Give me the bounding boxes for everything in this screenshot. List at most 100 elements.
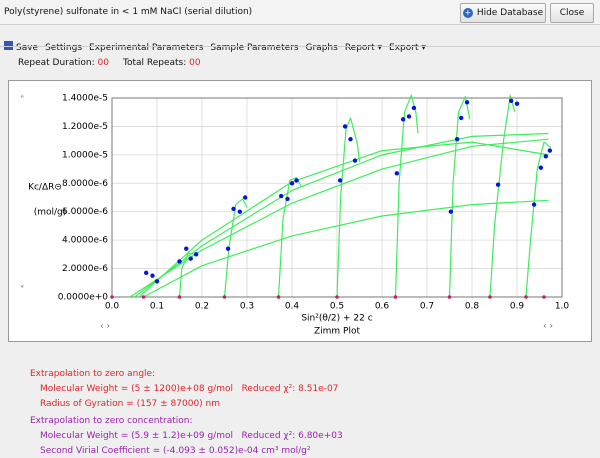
x-tick-label: 0.8 xyxy=(465,302,480,312)
data-point xyxy=(294,178,299,183)
x-axis-label: Sin²(θ/2) + 22 c xyxy=(301,314,372,324)
data-point xyxy=(243,195,248,200)
y-tick-label: 6.0000e-6 xyxy=(62,207,108,217)
x-tick-label: 0.1 xyxy=(150,302,164,312)
result-heading: Extrapolation to zero angle: xyxy=(30,369,156,379)
close-button[interactable]: Close xyxy=(550,3,594,23)
data-point xyxy=(352,158,358,163)
data-point xyxy=(154,279,160,284)
data-point xyxy=(508,98,514,104)
value: 00 xyxy=(97,58,109,68)
data-point xyxy=(448,209,454,214)
y-axis-unit: (mol/g) xyxy=(34,208,67,218)
result-line: Second Virial Coefficient = (-4.093 ± 0.… xyxy=(40,446,311,456)
label: Total Repeats: xyxy=(123,58,187,68)
extrapolated-point xyxy=(110,295,114,299)
result-line: Molecular Weight = (5 ± 1200)e+08 g/mol … xyxy=(40,384,339,394)
label: Repeat Duration: xyxy=(18,58,95,68)
data-point xyxy=(495,182,501,187)
data-point xyxy=(406,114,412,119)
x-tick-label: 0.7 xyxy=(420,302,434,312)
extrapolated-point xyxy=(276,295,281,299)
data-point xyxy=(459,115,464,121)
data-point xyxy=(454,137,460,142)
hide-database-button[interactable]: + Hide Database xyxy=(460,3,546,23)
fit-curve xyxy=(336,117,361,298)
button-label: Close xyxy=(559,8,585,18)
data-point xyxy=(531,202,537,207)
data-point xyxy=(394,171,400,176)
scroll-left-right[interactable]: ‹ › xyxy=(100,322,110,332)
data-point xyxy=(337,178,343,183)
y-tick-label: 0.0000e+0 xyxy=(58,293,109,303)
menu-bar: Save Settings Experimental Parameters Sampl… xyxy=(4,31,433,53)
data-point xyxy=(342,124,348,129)
x-tick-label: 0.4 xyxy=(285,302,300,312)
y-tick-label: 1.0000e-5 xyxy=(62,150,108,160)
result-line: Radius of Gyration = (157 ± 87000) nm xyxy=(40,399,221,409)
data-point xyxy=(543,154,548,159)
extrapolated-point xyxy=(177,295,182,299)
data-point xyxy=(538,165,544,170)
extrapolated-point xyxy=(393,295,398,299)
extrapolated-point xyxy=(488,295,492,299)
data-point xyxy=(188,256,193,261)
window-title: Poly(styrene) sulfonate in < 1 mM NaCl (… xyxy=(4,7,253,17)
fit-curve xyxy=(138,141,549,298)
y-tick-label: 8.0000e-6 xyxy=(62,179,108,189)
data-point xyxy=(285,196,290,202)
scroll-left-right[interactable]: ‹ › xyxy=(543,322,553,332)
menu-item[interactable]: Export ▾ xyxy=(389,43,426,53)
x-tick-label: 0.2 xyxy=(195,302,209,312)
menu-item[interactable]: Experimental Parameters xyxy=(89,43,204,53)
data-point xyxy=(237,209,242,214)
scroll-down[interactable]: ˅ xyxy=(20,286,25,296)
extrapolated-point xyxy=(524,295,528,299)
x-tick-label: 0.0 xyxy=(105,302,120,312)
fit-curve xyxy=(394,94,419,298)
panel-frame xyxy=(8,80,592,342)
data-point xyxy=(184,246,189,251)
chart-title: Zimm Plot xyxy=(314,327,360,337)
x-tick-label: 0.5 xyxy=(330,302,344,312)
x-tick-label: 0.6 xyxy=(375,302,390,312)
fit-curve xyxy=(525,141,552,298)
data-point xyxy=(279,193,284,199)
y-tick-label: 2.0000e-6 xyxy=(62,264,108,274)
scroll-up[interactable]: ˄ xyxy=(20,96,25,106)
x-tick-label: 1.0 xyxy=(555,302,570,312)
y-axis-label: Kc/ΔR⊝ xyxy=(28,183,62,193)
data-point xyxy=(150,273,155,278)
save-icon xyxy=(4,41,13,50)
fit-curve xyxy=(134,132,549,298)
y-tick-label: 1.2000e-5 xyxy=(62,122,108,132)
x-tick-label: 0.9 xyxy=(510,302,525,312)
menu-item[interactable]: Report ▾ xyxy=(344,43,383,53)
fit-curve xyxy=(143,199,549,298)
data-point xyxy=(177,259,182,264)
menu-item[interactable]: Sample Parameters xyxy=(210,43,299,53)
fit-curve xyxy=(223,198,248,298)
data-point xyxy=(464,100,470,105)
extrapolated-point xyxy=(447,295,452,299)
data-point xyxy=(514,101,520,106)
result-line: Molecular Weight = (5.9 ± 1.2)e+09 g/mol… xyxy=(40,431,343,441)
result-heading: Extrapolation to zero concentration: xyxy=(30,416,193,426)
data-point xyxy=(144,270,149,276)
extrapolated-point xyxy=(335,295,339,299)
x-tick-label: 0.3 xyxy=(240,302,254,312)
data-point xyxy=(289,181,295,186)
status-row: Repeat Duration: 00 Total Repeats: 00 xyxy=(18,58,201,68)
menu-item[interactable]: Graphs xyxy=(305,43,338,53)
menu-item[interactable]: Settings xyxy=(45,43,83,53)
extrapolated-point xyxy=(222,295,227,299)
data-point xyxy=(225,246,231,251)
chart-panel: ˄ ˅ ‹ › ‹ › Kc/ΔR⊝ (mol/g) Sin²(θ/2) + 2… xyxy=(8,80,592,342)
value: 00 xyxy=(189,58,201,68)
extrapolated-point xyxy=(542,295,546,299)
menu-item[interactable]: Save xyxy=(16,43,39,53)
fit-curve xyxy=(178,252,196,298)
data-point xyxy=(547,148,553,153)
data-point xyxy=(411,105,417,111)
